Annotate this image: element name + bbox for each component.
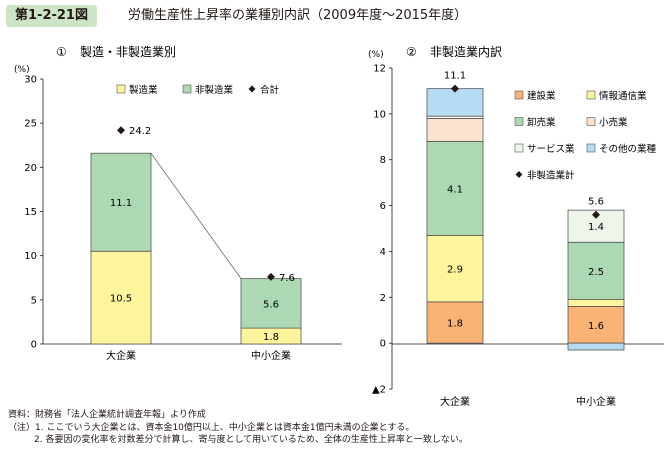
bar-value-label: 2.9 <box>447 265 463 276</box>
y-tick-label: 10 <box>24 251 37 262</box>
bar-value-label: 1.8 <box>263 332 279 343</box>
y-tick-label: ▲2 <box>372 385 386 396</box>
legend-label: サービス業 <box>527 143 575 155</box>
bar-value-label: 5.6 <box>263 299 279 310</box>
y-tick-label: 30 <box>24 75 37 86</box>
legend-label: 建設業 <box>527 90 556 102</box>
bar-segment <box>567 209 625 243</box>
total-value-label: 24.2 <box>129 126 151 137</box>
panel-2-number: ② <box>406 45 417 59</box>
legend-label: 非製造業計 <box>527 170 575 182</box>
legend-label: 卸売業 <box>527 117 556 129</box>
legend-swatch <box>514 143 524 153</box>
panel-2-y-ticks: ▲2 0 2 4 6 8 10 12 <box>372 64 392 396</box>
legend-swatch <box>514 90 524 100</box>
bar-segment <box>90 152 152 252</box>
panel-1-y-unit: (%) <box>14 65 30 75</box>
y-tick-label: 15 <box>24 207 37 218</box>
x-category-label: 中小企業 <box>576 395 616 408</box>
y-tick-label: 25 <box>24 119 37 130</box>
legend-swatch <box>514 117 524 126</box>
x-category-label: 中小企業 <box>251 349 291 362</box>
legend-swatch <box>586 117 596 126</box>
total-marker <box>592 210 600 219</box>
bar-segment <box>426 140 484 236</box>
panel-1-legend: 製造業 非製造業 合計 <box>116 84 280 96</box>
legend-label: 合計 <box>260 84 280 96</box>
bar-segment <box>426 118 484 142</box>
bar-value-label: 4.1 <box>447 184 463 195</box>
bar-segment <box>240 278 302 329</box>
legend-swatch <box>182 84 192 94</box>
y-tick-label: 6 <box>380 201 386 212</box>
bar-segment <box>426 301 484 344</box>
panel-1-y-ticks: 0 5 10 15 20 25 30 <box>24 75 43 351</box>
legend-label: 製造業 <box>129 84 158 96</box>
total-marker <box>267 272 275 281</box>
bar-segment <box>426 234 484 303</box>
connector-line <box>150 152 242 279</box>
bar-segment <box>567 306 625 344</box>
x-category-label: 大企業 <box>106 349 136 362</box>
total-value-label: 7.6 <box>279 273 295 284</box>
panel-1: ① 製造・非製造業別 (%) 0 5 10 15 20 25 30 10.5 11.1 大企業 2… <box>14 45 342 362</box>
source-note: 資料：財務省「法人企業統計調査年報」より作成 <box>8 410 206 420</box>
bar-segment <box>426 88 484 117</box>
total-marker <box>451 84 459 93</box>
total-value-label: 11.1 <box>444 71 466 82</box>
y-tick-label: 10 <box>373 109 386 120</box>
bar-value-label: 1.8 <box>447 319 463 330</box>
legend-marker <box>248 85 256 93</box>
panel-1-bars: 10.5 11.1 大企業 24.2 1.8 5.6 中小企業 7.6 <box>90 126 302 362</box>
panel-1-title: 製造・非製造業別 <box>80 45 176 59</box>
x-category-label: 大企業 <box>440 395 470 408</box>
legend-swatch <box>116 84 126 94</box>
y-tick-label: 4 <box>380 247 386 258</box>
y-tick-label: 2 <box>380 293 386 304</box>
total-marker <box>117 126 125 135</box>
bar-value-label: 1.6 <box>588 321 604 332</box>
bar-segment <box>567 241 625 300</box>
figure-title: 労働生産性上昇率の業種別内訳（2009年度～2015年度） <box>128 8 468 23</box>
y-tick-label: 5 <box>31 295 37 306</box>
figure-number-badge: 第1-2-21図 <box>6 5 97 27</box>
panel-2-title: 非製造業内訳 <box>430 44 502 59</box>
bar-segment <box>90 250 152 345</box>
y-tick-label: 0 <box>380 339 386 350</box>
legend-marker <box>515 171 523 178</box>
y-tick-label: 12 <box>373 64 386 75</box>
legend-label: その他の業種 <box>599 143 657 155</box>
bar-segment <box>567 299 625 307</box>
legend-swatch <box>586 143 596 153</box>
legend-label: 小売業 <box>599 117 628 129</box>
notes-block: 資料：財務省「法人企業統計調査年報」より作成 （注）1. ここでいう大企業とは、… <box>8 409 468 447</box>
y-tick-label: 20 <box>24 163 37 174</box>
legend-label: 非製造業 <box>195 84 234 96</box>
panel-2-bars: 1.8 2.9 4.1 大企業 11.1 1.6 2.5 1.4 中小企業 5.6 <box>426 71 625 408</box>
total-value-label: 5.6 <box>588 197 604 208</box>
panel-2: ② 非製造業内訳 (%) ▲2 0 2 4 6 8 10 12 1.8 2.9 4.1 大企業 11.… <box>368 44 664 408</box>
bar-value-label: 1.4 <box>588 222 604 233</box>
bar-value-label: 10.5 <box>110 294 132 305</box>
bar-value-label: 11.1 <box>110 198 132 209</box>
y-tick-label: 0 <box>31 340 37 351</box>
bar-value-label: 2.5 <box>588 267 604 278</box>
legend-swatch <box>586 90 596 100</box>
note-1: （注）1. ここでいう大企業とは、資本金10億円以上、中小企業とは資本金1億円未… <box>8 422 415 433</box>
bar-segment <box>567 342 625 351</box>
note-2: 2. 各要因の変化率を対数差分で計算し、寄与度として用いているため、全体の生産性… <box>34 435 468 445</box>
legend-label: 情報通信業 <box>599 90 647 102</box>
figure-header: 第1-2-21図 労働生産性上昇率の業種別内訳（2009年度～2015年度） <box>0 0 667 34</box>
panel-2-y-unit: (%) <box>368 50 384 60</box>
y-tick-label: 8 <box>380 155 386 166</box>
panel-1-number: ① <box>56 45 67 59</box>
